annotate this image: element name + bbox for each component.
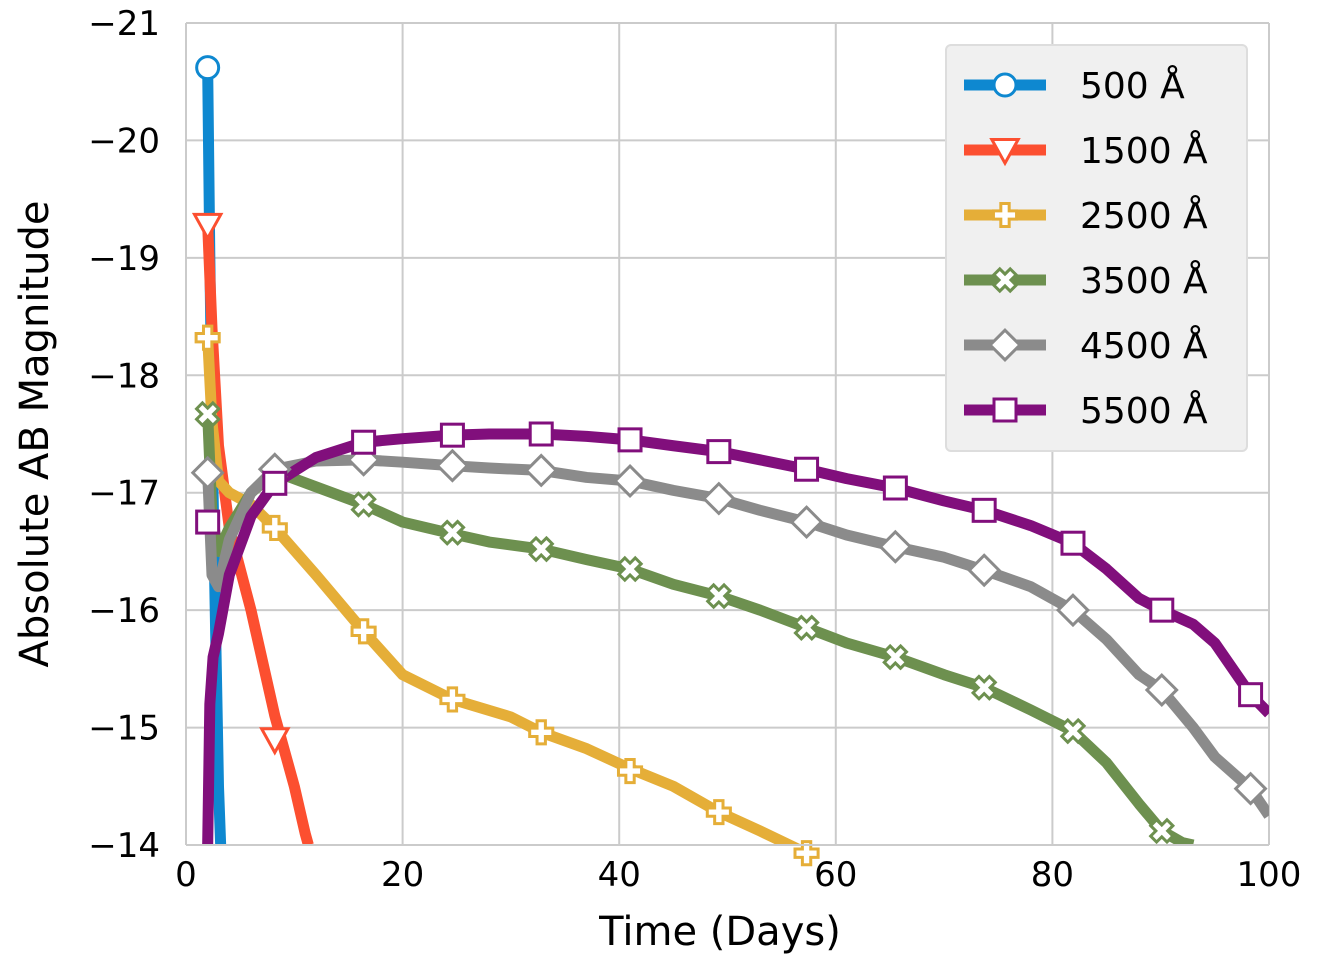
legend-marker [992,72,1018,98]
y-axis-title: Absolute AB Magnitude [12,201,58,668]
series-marker [878,529,913,564]
legend-label: 4500 Å [1080,324,1208,367]
legend-marker [989,137,1021,167]
series-marker [351,429,377,455]
series-marker [705,799,732,826]
series-marker [882,475,908,501]
y-tick-label: −14 [88,826,160,866]
series-marker [967,553,1002,588]
x-axis-title: Time (Days) [598,909,841,955]
legend-label: 1500 Å [1080,129,1208,172]
series-marker [439,519,466,546]
series-marker [191,212,224,242]
legend-label: 500 Å [1080,64,1185,107]
series-marker [439,686,466,713]
series-marker [970,674,998,701]
series-marker [261,514,288,541]
y-tick-label: −20 [88,121,160,161]
series-marker [616,757,644,785]
series-marker [259,727,291,756]
tick-labels: 0 20 40 60 80 100 −21 −20 −19 −18 −17 −16 −15 −14 [88,4,1301,895]
y-tick-label: −21 [88,4,160,44]
series-marker [789,505,824,540]
x-tick-label: 100 [1237,855,1302,895]
x-tick-label: 0 [175,855,197,895]
legend-marker [991,201,1019,229]
series-marker [1144,673,1179,707]
series-marker [882,643,909,671]
series-marker [350,491,377,518]
series-line [202,337,803,845]
x-tick-label: 20 [381,855,424,895]
x-tick-label: 60 [814,855,857,895]
series-marker [439,422,465,448]
x-tick-label: 40 [598,855,641,895]
series-markers [190,55,1268,867]
legend-marker [992,397,1018,423]
series-marker [194,400,221,428]
series-marker [1056,593,1090,628]
x-tick-label: 80 [1031,855,1074,895]
axes [185,23,1269,846]
series-marker [435,448,470,483]
legend-label: 2500 Å [1080,194,1208,237]
series-marker [346,442,381,477]
legend-label: 5500 Å [1080,389,1208,432]
series-marker [793,614,820,642]
series-marker [706,439,732,465]
legend-marker [991,266,1019,294]
series-marker [617,427,643,453]
y-tick-label: −17 [88,474,160,514]
series-marker [1059,717,1087,745]
series-marker [1148,817,1176,845]
series-marker [616,555,644,583]
series-marker [195,55,221,81]
y-tick-label: −16 [88,591,160,631]
series-marker [195,509,221,535]
series-marker [528,719,555,746]
series-marker [613,463,648,498]
series-marker [194,324,221,351]
series-marker [1149,597,1175,623]
series-marker [971,497,997,523]
series-marker [262,470,288,496]
series-line [202,428,1269,845]
legend-marker [988,328,1022,362]
series-marker [528,421,554,447]
legend: 500 Å 1500 Å 2500 Å 3500 Å 4500 Å 5500 Å [945,44,1248,452]
legend-label: 3500 Å [1080,259,1208,302]
series-marker [1233,771,1268,806]
series-marker [701,481,736,516]
y-tick-label: −15 [88,709,160,749]
y-tick-label: −18 [88,356,160,396]
y-tick-label: −19 [88,239,160,279]
series-marker [524,453,559,488]
series-marker [1060,530,1086,556]
series-marker [705,582,733,610]
series-marker [793,840,820,867]
series-marker [794,456,820,482]
series-marker [190,455,225,490]
series-marker [350,618,377,645]
series-marker [1238,682,1264,708]
series-marker [527,535,555,563]
